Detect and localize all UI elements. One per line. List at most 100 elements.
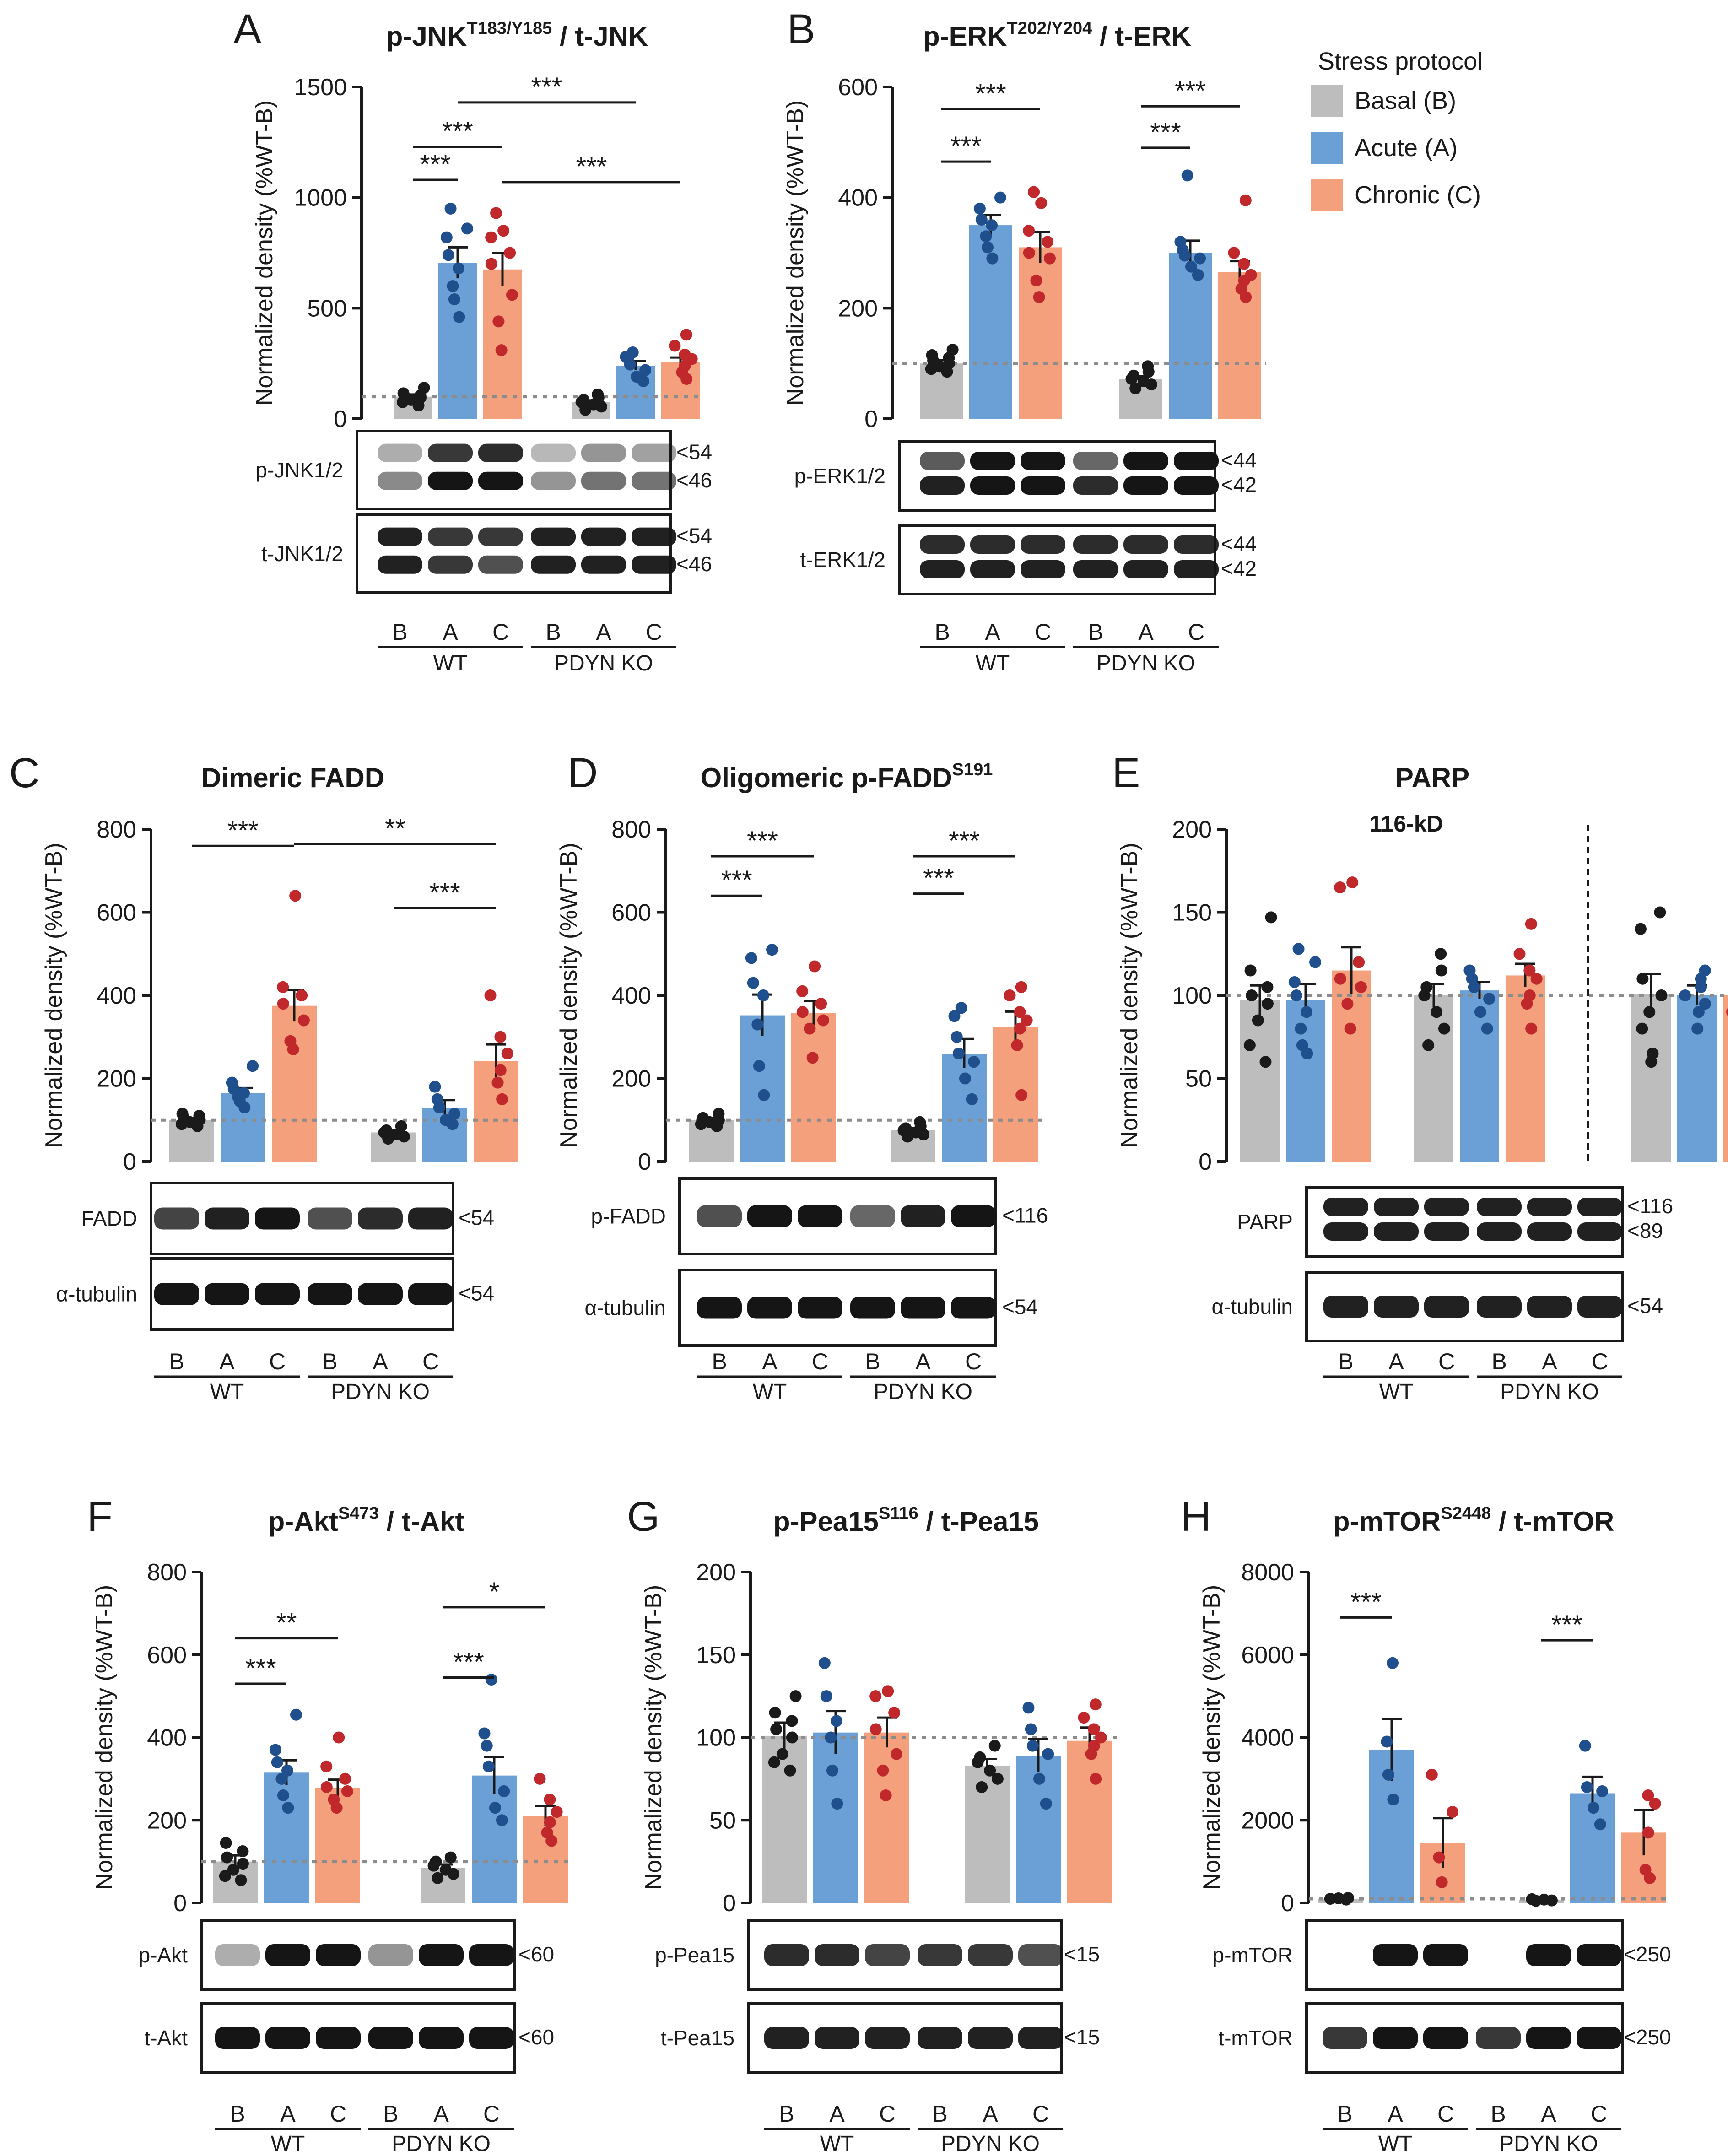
data-point: [831, 1798, 843, 1810]
data-point: [448, 1108, 461, 1120]
lane-label: C: [492, 619, 509, 645]
panel-label-a: A: [233, 6, 262, 53]
bar: [1677, 995, 1717, 1162]
lane-label: B: [1490, 2101, 1506, 2127]
data-point: [1252, 1014, 1264, 1027]
lane-label: B: [1337, 2101, 1352, 2127]
bar: [1019, 247, 1062, 419]
data-point: [1089, 1698, 1102, 1711]
data-point: [1004, 989, 1016, 1001]
blot-band: [154, 1283, 199, 1305]
blot-band: [1424, 1198, 1469, 1216]
blot-band: [154, 1207, 199, 1230]
significance-label: ***: [975, 79, 1006, 108]
data-point: [485, 231, 497, 243]
data-point: [768, 1756, 780, 1768]
lane-label: B: [712, 1349, 727, 1374]
blot-band: [1577, 1296, 1622, 1318]
data-point: [341, 1785, 353, 1797]
lane-label: B: [1338, 1349, 1353, 1374]
blot-band: [358, 1207, 403, 1230]
panels: p-JNKT183/Y185 / t-JNK050010001500Normal…: [41, 19, 1728, 2156]
data-point: [1244, 964, 1257, 977]
data-point: [1296, 1039, 1308, 1051]
significance-label: ***: [531, 72, 562, 102]
data-point: [900, 1122, 912, 1135]
data-point: [826, 1764, 838, 1777]
blot-marker: <60: [518, 2025, 554, 2049]
data-point: [959, 1072, 971, 1085]
y-tick-label: 400: [611, 983, 651, 1009]
legend-label-acute: Acute (A): [1355, 134, 1458, 162]
blot-band: [478, 471, 523, 490]
data-point: [1523, 964, 1536, 977]
y-axis-label: Normalized density (%WT-B): [41, 843, 67, 1148]
group-label: WT: [210, 1380, 244, 1404]
blot-band: [581, 471, 626, 490]
blot-band: [1073, 476, 1118, 495]
data-point: [453, 262, 465, 275]
data-point: [226, 1076, 238, 1089]
lane-label: A: [985, 619, 1000, 645]
blot: α-tubulin <54: [585, 1269, 1038, 1347]
blot-label: α-tubulin: [585, 1296, 666, 1320]
blot-band: [1527, 1222, 1572, 1241]
data-point: [1387, 1794, 1399, 1806]
blot-band: [1018, 2027, 1063, 2049]
data-point: [1655, 989, 1668, 1001]
blot-band: [378, 443, 422, 462]
lane-label: B: [1491, 1349, 1507, 1374]
data-point: [1246, 989, 1258, 1001]
data-point: [1636, 1022, 1648, 1035]
significance-label: ***: [429, 878, 460, 908]
lane-label: C: [1438, 1349, 1455, 1374]
data-point: [980, 230, 992, 243]
data-point: [1095, 1731, 1107, 1744]
blot-label: t-ERK1/2: [800, 548, 886, 572]
blot-band: [1073, 560, 1118, 578]
data-point: [498, 1785, 510, 1797]
blot-label: α-tubulin: [1212, 1295, 1293, 1318]
blot-band: [1123, 476, 1168, 495]
blot-band: [1374, 1198, 1419, 1216]
blot-band: [1374, 1296, 1419, 1318]
data-point: [442, 249, 454, 261]
blot-band: [1073, 535, 1118, 554]
data-point: [1292, 943, 1305, 955]
data-point: [1023, 225, 1035, 237]
blot-band: [205, 1283, 249, 1305]
data-point: [380, 1124, 393, 1136]
data-point: [1436, 1876, 1448, 1888]
data-point: [432, 1872, 444, 1884]
data-point: [952, 1048, 965, 1060]
data-point: [818, 1657, 831, 1669]
significance-label: ***: [923, 864, 954, 893]
data-point: [1015, 1089, 1028, 1101]
group-label: PDYN KO: [392, 2132, 491, 2156]
blot: t-ERK1/2 <44<42: [800, 524, 1257, 595]
blot-band: [469, 2027, 514, 2049]
blot-band: [850, 1297, 895, 1319]
blot-band: [697, 1297, 742, 1319]
bar: [1286, 1000, 1325, 1162]
panel-label-g: G: [627, 1493, 660, 1540]
data-point: [1033, 291, 1045, 303]
blot-band: [428, 471, 473, 490]
blot: α-tubulin <54: [1212, 1271, 1663, 1342]
data-point: [988, 1740, 1001, 1752]
blot-band: [1476, 2027, 1521, 2049]
y-axis-label: Normalized density (%WT-B): [91, 1585, 118, 1890]
data-point: [1025, 1723, 1037, 1735]
data-point: [751, 1018, 764, 1031]
blot-band: [968, 2027, 1013, 2049]
lane-label: C: [269, 1349, 286, 1374]
panel-title: p-Pea15S116 / t-Pea15: [773, 1504, 1039, 1537]
blot-band: [1174, 452, 1219, 470]
y-tick-label: 50: [709, 1807, 736, 1834]
data-point: [1259, 1056, 1272, 1068]
blot-label: p-FADD: [591, 1205, 666, 1228]
blot: p-ERK1/2 <44<42: [794, 440, 1257, 512]
data-point: [429, 1081, 441, 1093]
y-tick-label: 100: [1172, 983, 1212, 1009]
blot-band: [316, 2027, 361, 2049]
